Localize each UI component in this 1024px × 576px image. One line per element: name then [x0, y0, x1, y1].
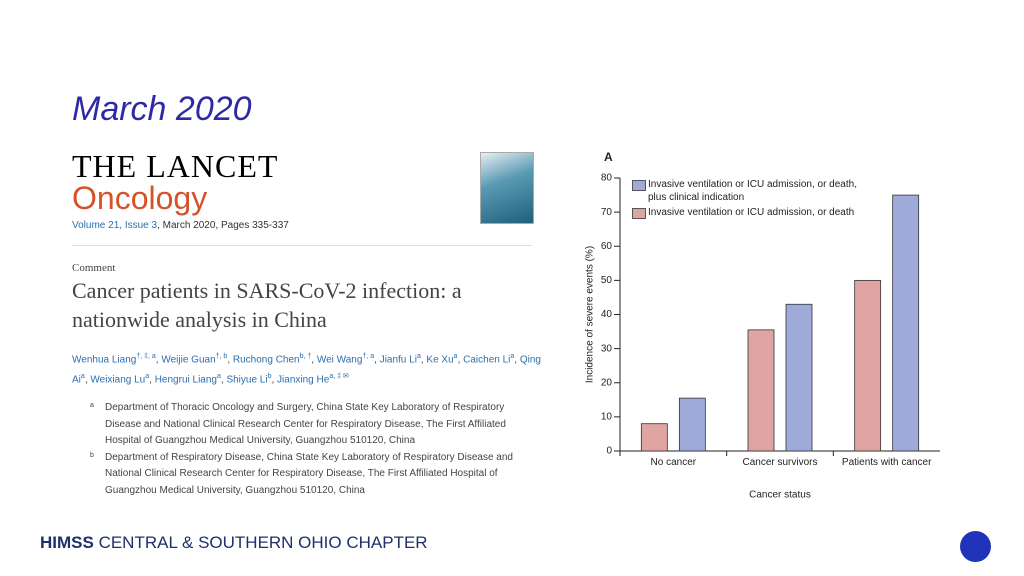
- y-tick-label: 20: [601, 377, 613, 388]
- bar: [892, 194, 920, 452]
- author-separator: ,: [457, 354, 464, 366]
- author-sup: a: [216, 373, 221, 381]
- legend-label: Invasive ventilation or ICU admission, o…: [648, 179, 857, 203]
- bar: [785, 303, 813, 452]
- author-separator: ,: [311, 354, 317, 366]
- journal-sub: Oncology: [72, 180, 208, 216]
- y-tick-label: 10: [601, 412, 613, 423]
- author-name[interactable]: Jianxing He: [277, 374, 330, 386]
- author-separator: ,: [155, 354, 162, 366]
- author-separator: ,: [84, 374, 91, 386]
- authors: Wenhua Liang†, ‡, a, Weijie Guan†, b, Ru…: [72, 348, 542, 389]
- y-tick-label: 0: [606, 446, 612, 457]
- affiliation: b Department of Respiratory Disease, Chin…: [90, 450, 520, 500]
- legend-swatch: [632, 180, 646, 191]
- x-tick-label: No cancer: [650, 457, 697, 468]
- journal-cover: [480, 152, 534, 224]
- author-sup: a: [80, 373, 85, 381]
- y-axis-label: Incidence of severe events (%): [585, 246, 596, 383]
- bar: [854, 279, 882, 452]
- author-sup: a: [453, 353, 458, 360]
- author-name[interactable]: Ke Xu: [426, 354, 454, 366]
- volume-link[interactable]: Volume 21, Issue 3: [72, 220, 158, 231]
- y-tick-label: 50: [601, 275, 613, 286]
- author-name[interactable]: Jianfu Li: [379, 354, 417, 366]
- affiliation-label: b: [90, 451, 94, 459]
- slide-title: March 2020: [72, 90, 252, 128]
- author-name[interactable]: Wei Wang: [316, 354, 363, 366]
- x-tick-label: Patients with cancer: [841, 457, 932, 468]
- author-separator: ,: [271, 374, 278, 386]
- author-name[interactable]: Ruchong Chen: [232, 354, 300, 366]
- author-sup: b: [267, 373, 272, 381]
- chapter: CENTRAL & SOUTHERN OHIO CHAPTER: [93, 533, 428, 552]
- legend-swatch: [632, 208, 646, 219]
- y-tick-label: 60: [601, 241, 613, 252]
- author-name[interactable]: Shiyue Li: [226, 374, 268, 386]
- author-separator: ,: [220, 374, 227, 386]
- author-name[interactable]: Hengrui Liang: [154, 374, 217, 386]
- y-tick-label: 70: [601, 207, 613, 218]
- author-separator: ,: [149, 374, 155, 386]
- x-tick-label: Cancer survivors: [742, 457, 818, 468]
- affiliation-text: Department of Thoracic Oncology and Surg…: [105, 402, 506, 446]
- volume-rest: , March 2020, Pages 335-337: [157, 220, 289, 231]
- footer: HIMSS CENTRAL & SOUTHERN OHIO CHAPTER: [40, 533, 428, 553]
- bar: [678, 397, 706, 452]
- author-separator: ,: [420, 354, 427, 366]
- y-tick-label: 80: [601, 173, 613, 184]
- divider: [72, 245, 532, 246]
- bar: [640, 423, 668, 452]
- author-sup: †, a: [362, 353, 375, 360]
- affiliation: a Department of Thoracic Oncology and Sur…: [90, 400, 520, 450]
- affiliations: a Department of Thoracic Oncology and Sur…: [90, 400, 520, 499]
- panel-label: A: [604, 150, 613, 164]
- author-name[interactable]: Caichen Li: [463, 354, 511, 366]
- author-name[interactable]: Qing Ai: [72, 354, 541, 386]
- author-name[interactable]: Weijie Guan: [161, 354, 216, 366]
- y-tick-label: 40: [601, 309, 613, 320]
- author-separator: ,: [374, 354, 380, 366]
- volume: Volume 21, Issue 3, March 2020, Pages 33…: [72, 220, 289, 231]
- article-title: Cancer patients in SARS-CoV-2 infection:…: [72, 278, 462, 332]
- journal: THE LANCET: [72, 148, 279, 184]
- author-sup: †, ‡, a: [136, 353, 156, 360]
- author-sup: a: [145, 373, 150, 381]
- affiliation-text: Department of Respiratory Disease, China…: [105, 451, 513, 496]
- legend-item: Invasive ventilation or ICU admission, o…: [632, 206, 868, 219]
- author-sup: b, †: [299, 353, 312, 360]
- bar: [747, 329, 775, 452]
- legend-label: Invasive ventilation or ICU admission, o…: [648, 207, 855, 218]
- slide-dot: [960, 531, 991, 562]
- author-sup: a: [416, 353, 421, 360]
- author-sup: a: [510, 353, 515, 360]
- author-separator: ,: [514, 354, 520, 366]
- author-name[interactable]: Wenhua Liang: [72, 354, 137, 366]
- affiliation-label: a: [90, 402, 94, 409]
- legend-item: Invasive ventilation or ICU admission, o…: [632, 178, 868, 204]
- author-name[interactable]: Weixiang Lu: [90, 374, 146, 386]
- chart: A 0 10 20 30 40 50 60 70 80 Incidence of severe ev…: [580, 140, 960, 510]
- author-sup: †, b: [215, 353, 228, 360]
- section: Comment: [72, 262, 116, 274]
- author-sup: a, ‡ ✉: [329, 373, 349, 381]
- author-separator: ,: [227, 354, 233, 366]
- brand: HIMSS: [40, 533, 94, 552]
- x-axis-label: Cancer status: [749, 490, 811, 501]
- chart-svg: A 0 10 20 30 40 50 60 70 80 Incidence of severe ev…: [585, 150, 940, 501]
- y-tick-label: 30: [601, 343, 613, 354]
